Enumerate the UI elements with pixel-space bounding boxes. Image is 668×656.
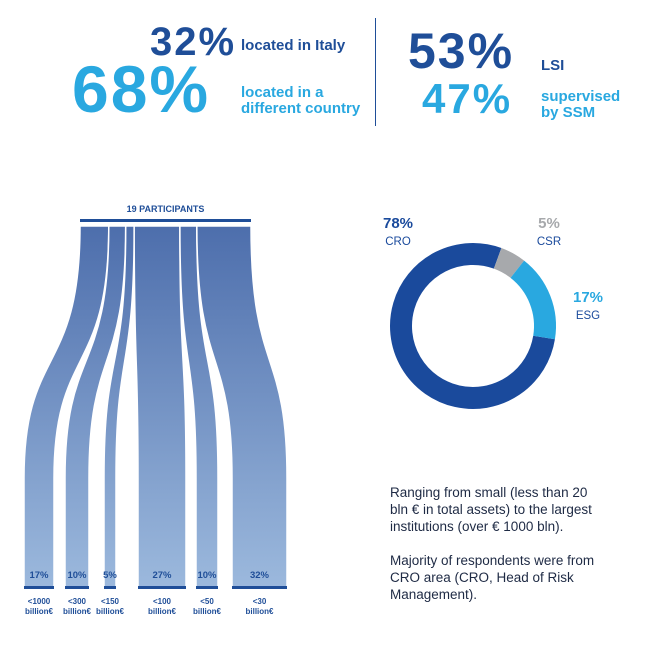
stat-foreign-label-line2: different country [241,100,361,117]
flow-category-label-6-line1: <30 [253,597,267,606]
description-para2-line1: Majority of respondents were from [390,553,595,568]
flow-base-4 [138,586,186,589]
donut-category-label-csr: CSR [537,236,561,248]
flow-base-6 [232,586,287,589]
flow-category-label-1-line2: billion€ [25,607,54,616]
donut-slice-cro [390,243,555,409]
description-para1-line3: institutions (over € 1000 bln). [390,519,564,534]
flow-value-label-4: 27% [152,570,172,581]
description-para2-line2: CRO area (CRO, Head of Risk [390,570,574,585]
donut-value-label-csr: 5% [538,215,560,232]
flow-category-label-3-line2: billion€ [96,607,125,616]
stat-foreign-value: 68% [72,52,211,126]
flow-category-label-4-line2: billion€ [148,607,177,616]
description-para1-line2: bln € in total assets) to the largest [390,502,592,517]
flow-value-label-6: 32% [250,570,270,581]
flow-base-2 [65,586,89,589]
flow-value-label-1: 17% [29,570,49,581]
donut-value-label-esg: 17% [573,289,603,306]
flow-value-label-3: 5% [103,570,117,581]
flow-category-label-3-line1: <150 [101,597,120,606]
donut-category-label-cro: CRO [385,236,411,248]
flow-category-label-5-line1: <50 [200,597,214,606]
flow-category-label-5-line2: billion€ [193,607,222,616]
flow-category-label-4-line1: <100 [153,597,172,606]
flow-base-1 [24,586,54,589]
description-para1-line1: Ranging from small (less than 20 [390,485,588,500]
flow-value-label-5: 10% [197,570,217,581]
flow-category-label-2-line2: billion€ [63,607,92,616]
donut-category-label-esg: ESG [576,310,600,322]
flow-base-5 [196,586,218,589]
stat-italy-value: 32% [150,20,237,64]
flow-category-label-2-line1: <300 [68,597,87,606]
stat-lsi-value: 53% [408,23,515,79]
donut-slice-esg [510,260,556,340]
participants-bracket [80,219,251,222]
donut-value-label-cro: 78% [383,215,413,232]
stat-italy-label: located in Italy [241,37,346,54]
stats-divider [375,18,376,126]
flow-base-3 [104,586,116,589]
flow-category-label-1-line1: <1000 [28,597,51,606]
participants-title: 19 PARTICIPANTS [127,204,205,214]
stat-foreign-label-line1: located in a [241,84,324,101]
description: Ranging from small (less than 20 bln € i… [390,484,640,603]
stat-ssm-label-line1: supervised [541,88,621,105]
stat-ssm-label-line2: by SSM [541,104,596,121]
stat-ssm-value: 47% [422,75,513,122]
flow-value-label-2: 10% [67,570,87,581]
stat-lsi-label: LSI [541,57,565,74]
flow-category-label-6-line2: billion€ [246,607,275,616]
description-para2-line3: Management). [390,587,478,602]
donut-slice-csr [493,248,525,279]
